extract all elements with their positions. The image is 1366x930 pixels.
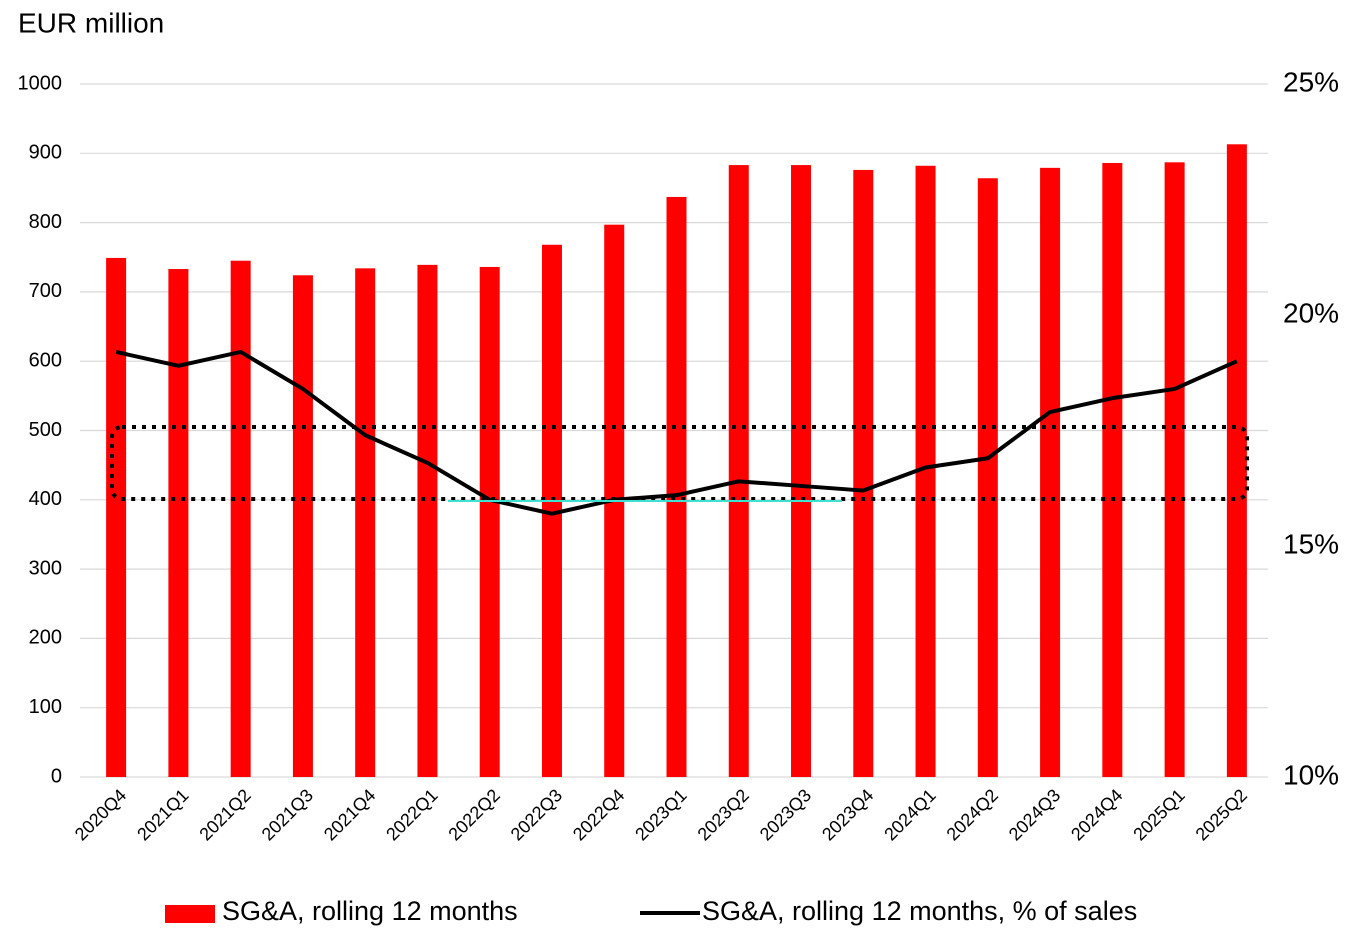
x-tick-label: 2024Q2 <box>943 785 1002 844</box>
x-tick-label: 2021Q4 <box>320 785 379 844</box>
bar <box>791 165 812 777</box>
bar <box>355 268 376 777</box>
y-tick-label: 500 <box>29 419 62 441</box>
bar <box>1164 162 1185 777</box>
x-tick-label: 2024Q3 <box>1005 785 1064 844</box>
bar <box>292 275 313 777</box>
legend-label: SG&A, rolling 12 months, % of sales <box>702 896 1137 926</box>
y-tick-label: 900 <box>29 142 62 164</box>
bar <box>666 196 687 778</box>
bar <box>1102 163 1123 777</box>
x-tick-label: 2024Q4 <box>1067 785 1126 844</box>
y2-tick-label: 10% <box>1283 759 1339 790</box>
y-tick-label: 800 <box>29 211 62 233</box>
x-tick-label: 2024Q1 <box>880 785 939 844</box>
x-tick-label: 2025Q2 <box>1192 785 1251 844</box>
y-tick-label: 300 <box>29 557 62 579</box>
x-tick-label: 2020Q4 <box>71 785 130 844</box>
x-tick-label: 2022Q1 <box>382 785 441 844</box>
legend-label: SG&A, rolling 12 months <box>222 896 518 926</box>
y-tick-label: 100 <box>29 696 62 718</box>
x-tick-label: 2021Q1 <box>133 785 192 844</box>
bar <box>106 257 127 777</box>
y-axis-title: EUR million <box>18 7 164 38</box>
y-tick-label: 400 <box>29 488 62 510</box>
bar <box>1040 167 1061 777</box>
x-tick-label: 2022Q4 <box>569 785 628 844</box>
bar <box>915 165 936 778</box>
x-tick-label: 2023Q1 <box>631 785 690 844</box>
line <box>115 349 1238 516</box>
y-tick-label: 700 <box>29 280 62 302</box>
x-tick-label: 2022Q2 <box>444 785 503 844</box>
x-tick-label: 2021Q2 <box>195 785 254 844</box>
legend-swatch <box>165 905 215 923</box>
bar <box>853 169 874 777</box>
y-tick-label: 0 <box>51 765 62 787</box>
bar <box>1226 144 1247 777</box>
x-tick-label: 2023Q4 <box>818 785 877 844</box>
y2-tick-label: 15% <box>1283 528 1339 559</box>
bar <box>230 260 251 778</box>
bar <box>977 178 998 778</box>
x-tick-label: 2023Q2 <box>694 785 753 844</box>
x-tick-label: 2022Q3 <box>507 785 566 844</box>
x-tick-label: 2025Q1 <box>1129 785 1188 844</box>
bar <box>541 244 562 777</box>
y-tick-label: 1000 <box>18 72 63 94</box>
bar <box>417 264 438 777</box>
x-tick-label: 2021Q3 <box>258 785 317 844</box>
bar <box>728 165 749 777</box>
bar <box>168 269 189 777</box>
y-tick-label: 600 <box>29 349 62 371</box>
y2-tick-label: 25% <box>1283 66 1339 97</box>
y2-tick-label: 20% <box>1283 297 1339 328</box>
x-tick-label: 2023Q3 <box>756 785 815 844</box>
y-tick-label: 200 <box>29 627 62 649</box>
bar <box>479 266 500 777</box>
